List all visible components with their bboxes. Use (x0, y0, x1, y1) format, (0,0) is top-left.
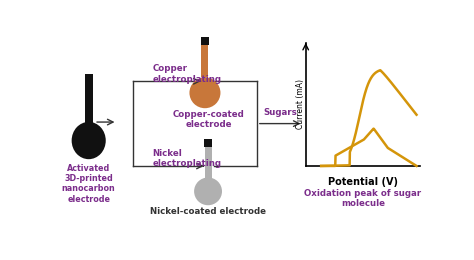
Text: Nickel
electroplating: Nickel electroplating (152, 149, 221, 168)
Bar (201, 45, 209, 77)
Text: Copper
electroplating: Copper electroplating (152, 64, 221, 84)
Bar (205, 147, 211, 178)
Text: Copper-coated
electrode: Copper-coated electrode (173, 110, 245, 129)
Text: Potential (V): Potential (V) (328, 177, 398, 187)
Bar (204, 139, 212, 147)
Text: Oxidation peak of sugar
molecule: Oxidation peak of sugar molecule (304, 189, 421, 209)
Ellipse shape (72, 122, 106, 159)
Text: Sugars: Sugars (263, 108, 297, 118)
Text: Activated
3D-printed
nanocarbon
electrode: Activated 3D-printed nanocarbon electrod… (62, 164, 116, 204)
Bar (201, 37, 209, 45)
Text: Nickel-coated electrode: Nickel-coated electrode (150, 207, 266, 216)
Text: Current (mA): Current (mA) (296, 79, 305, 129)
Circle shape (190, 77, 220, 108)
Bar (85, 74, 92, 124)
Circle shape (194, 178, 222, 205)
